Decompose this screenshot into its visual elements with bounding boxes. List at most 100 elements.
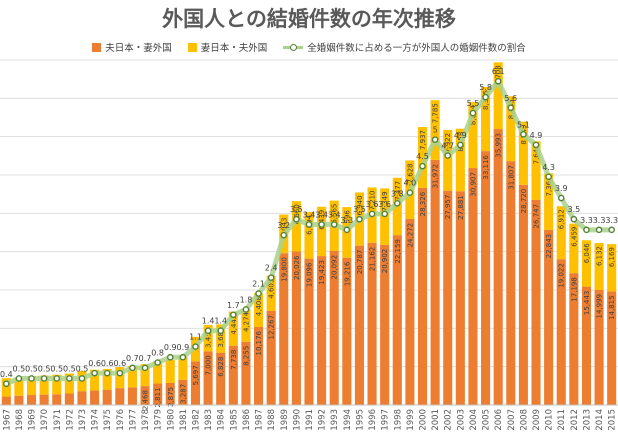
bar-wife-japanese-2002[interactable]: [443, 129, 453, 191]
bar-husband-japanese-2000[interactable]: [417, 187, 428, 405]
bar-wife-japanese-2013[interactable]: [581, 240, 592, 287]
ratio-point-1978[interactable]: [141, 364, 149, 372]
bar-wife-japanese-1985[interactable]: [228, 311, 238, 346]
bar-husband-japanese-1996[interactable]: [367, 242, 377, 405]
bar-wife-japanese-1971[interactable]: [52, 374, 62, 395]
ratio-point-1976[interactable]: [116, 369, 124, 377]
bar-wife-japanese-1967[interactable]: [1, 378, 11, 397]
bar-wife-japanese-2014[interactable]: [594, 242, 604, 291]
bar-husband-japanese-1972[interactable]: [64, 393, 74, 406]
ratio-point-1979[interactable]: [154, 359, 161, 366]
bar-wife-japanese-2009[interactable]: [531, 141, 541, 200]
ratio-point-1999[interactable]: [406, 189, 414, 196]
bar-husband-japanese-1970[interactable]: [39, 394, 49, 405]
ratio-point-1997[interactable]: [381, 210, 388, 218]
bar-wife-japanese-2006[interactable]: [493, 62, 503, 130]
bar-husband-japanese-1988[interactable]: [266, 310, 276, 405]
bar-husband-japanese-2012[interactable]: [569, 273, 579, 405]
ratio-point-1972[interactable]: [66, 375, 73, 382]
bar-wife-japanese-1976[interactable]: [115, 367, 125, 389]
bar-husband-japanese-1998[interactable]: [392, 235, 402, 405]
bar-wife-japanese-1984[interactable]: [216, 324, 226, 353]
bar-husband-japanese-1995[interactable]: [354, 245, 364, 405]
ratio-point-1977[interactable]: [129, 364, 136, 372]
bar-husband-japanese-2009[interactable]: [531, 199, 541, 405]
bar-wife-japanese-1970[interactable]: [39, 375, 49, 395]
bar-husband-japanese-1968[interactable]: [14, 395, 24, 405]
bar-husband-japanese-1978[interactable]: [140, 386, 150, 405]
ratio-point-2008[interactable]: [520, 131, 527, 138]
bar-husband-japanese-2011[interactable]: [556, 259, 566, 405]
bar-wife-japanese-2003[interactable]: [455, 128, 465, 192]
bar-wife-japanese-2001[interactable]: [430, 100, 440, 160]
bar-wife-japanese-1969[interactable]: [26, 376, 37, 396]
bar-husband-japanese-1967[interactable]: [1, 396, 11, 405]
ratio-point-2007[interactable]: [507, 104, 515, 112]
bar-husband-japanese-1969[interactable]: [26, 395, 37, 405]
bar-husband-japanese-2013[interactable]: [581, 286, 592, 405]
ratio-point-2014[interactable]: [595, 226, 603, 234]
bar-wife-japanese-2005[interactable]: [481, 86, 491, 152]
ratio-point-1989[interactable]: [280, 231, 288, 239]
bar-wife-japanese-1977[interactable]: [127, 365, 137, 388]
bar-husband-japanese-1973[interactable]: [77, 391, 87, 405]
bar-wife-japanese-2011[interactable]: [556, 206, 566, 260]
bar-husband-japanese-1985[interactable]: [228, 345, 238, 405]
ratio-point-1988[interactable]: [267, 274, 275, 281]
bar-husband-japanese-1992[interactable]: [317, 256, 327, 405]
bar-husband-japanese-2010[interactable]: [544, 229, 554, 405]
bar-wife-japanese-1968[interactable]: [14, 377, 24, 396]
bar-husband-japanese-1990[interactable]: [291, 251, 301, 405]
bar-wife-japanese-2007[interactable]: [506, 96, 516, 162]
ratio-point-1985[interactable]: [230, 311, 237, 319]
bar-husband-japanese-1976[interactable]: [115, 388, 125, 405]
bar-wife-japanese-2010[interactable]: [544, 173, 554, 230]
ratio-point-2001[interactable]: [431, 136, 439, 143]
bar-husband-japanese-1999[interactable]: [405, 218, 415, 405]
bar-husband-japanese-1982[interactable]: [190, 361, 201, 405]
bar-husband-japanese-1983[interactable]: [203, 351, 213, 405]
ratio-point-1973[interactable]: [78, 375, 86, 382]
ratio-point-2003[interactable]: [457, 141, 464, 149]
bar-wife-japanese-2012[interactable]: [569, 223, 579, 274]
ratio-point-1980[interactable]: [166, 353, 174, 361]
bar-wife-japanese-2004[interactable]: [468, 102, 478, 169]
ratio-point-1970[interactable]: [40, 375, 48, 382]
ratio-point-2015[interactable]: [608, 226, 615, 234]
ratio-point-1987[interactable]: [255, 290, 262, 297]
bar-husband-japanese-1991[interactable]: [304, 258, 314, 405]
bar-husband-japanese-2006[interactable]: [493, 129, 503, 406]
bar-wife-japanese-2015[interactable]: [607, 244, 617, 292]
bar-husband-japanese-1984[interactable]: [216, 352, 226, 405]
ratio-point-2005[interactable]: [482, 93, 489, 101]
ratio-point-1969[interactable]: [28, 375, 35, 382]
bar-wife-japanese-1980[interactable]: [165, 359, 175, 383]
ratio-point-2002[interactable]: [444, 152, 452, 159]
ratio-point-1995[interactable]: [356, 215, 363, 223]
ratio-point-1968[interactable]: [15, 375, 23, 382]
bar-husband-japanese-2007[interactable]: [506, 161, 516, 405]
bar-husband-japanese-1975[interactable]: [102, 389, 112, 405]
bar-husband-japanese-1997[interactable]: [380, 244, 390, 405]
ratio-point-2012[interactable]: [570, 215, 578, 223]
bar-wife-japanese-1986[interactable]: [241, 308, 251, 342]
ratio-point-2000[interactable]: [419, 162, 426, 170]
bar-wife-japanese-1972[interactable]: [64, 373, 74, 394]
bar-wife-japanese-1990[interactable]: [291, 201, 301, 252]
bar-husband-japanese-1974[interactable]: [90, 390, 100, 405]
ratio-point-1975[interactable]: [103, 369, 111, 377]
ratio-point-2004[interactable]: [469, 109, 477, 117]
bar-husband-japanese-2008[interactable]: [518, 184, 528, 405]
bar-husband-japanese-1977[interactable]: [127, 387, 137, 405]
bar-wife-japanese-1991[interactable]: [304, 211, 314, 259]
bar-wife-japanese-2000[interactable]: [417, 126, 428, 188]
legend-item-ratio[interactable]: 全婚姻件数に占める一方が外国人の婚姻件数の割合: [283, 40, 526, 54]
bar-husband-japanese-1980[interactable]: [165, 382, 175, 405]
legend-item-wife-japanese[interactable]: 妻日本・夫外国: [187, 40, 267, 54]
bar-husband-japanese-1989[interactable]: [279, 253, 289, 405]
ratio-point-1998[interactable]: [393, 200, 401, 207]
ratio-point-1994[interactable]: [343, 226, 351, 234]
bar-husband-japanese-2002[interactable]: [443, 190, 453, 405]
ratio-point-1993[interactable]: [330, 221, 338, 228]
bar-husband-japanese-1971[interactable]: [52, 394, 62, 405]
